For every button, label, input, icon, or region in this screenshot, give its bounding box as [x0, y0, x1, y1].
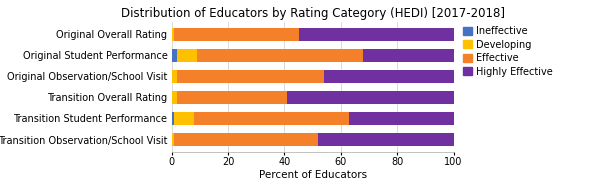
Bar	[175, 112, 194, 125]
Bar	[172, 112, 175, 125]
Bar	[175, 28, 299, 41]
Bar	[194, 112, 349, 125]
Bar	[172, 91, 177, 104]
Bar	[197, 49, 364, 62]
Bar	[318, 133, 454, 146]
Bar	[287, 91, 454, 104]
Bar	[349, 112, 454, 125]
Bar	[172, 133, 175, 146]
Bar	[177, 70, 324, 83]
Bar	[324, 70, 454, 83]
Bar	[177, 91, 287, 104]
Bar	[177, 49, 197, 62]
Bar	[172, 70, 177, 83]
Legend: Ineffective, Developing, Effective, Highly Effective: Ineffective, Developing, Effective, High…	[462, 24, 555, 79]
Bar	[172, 28, 175, 41]
Bar	[364, 49, 454, 62]
X-axis label: Percent of Educators: Percent of Educators	[259, 170, 367, 180]
Bar	[299, 28, 454, 41]
Bar	[175, 133, 318, 146]
Bar	[172, 49, 177, 62]
Title: Distribution of Educators by Rating Category (HEDI) [2017-2018]: Distribution of Educators by Rating Cate…	[121, 7, 504, 20]
